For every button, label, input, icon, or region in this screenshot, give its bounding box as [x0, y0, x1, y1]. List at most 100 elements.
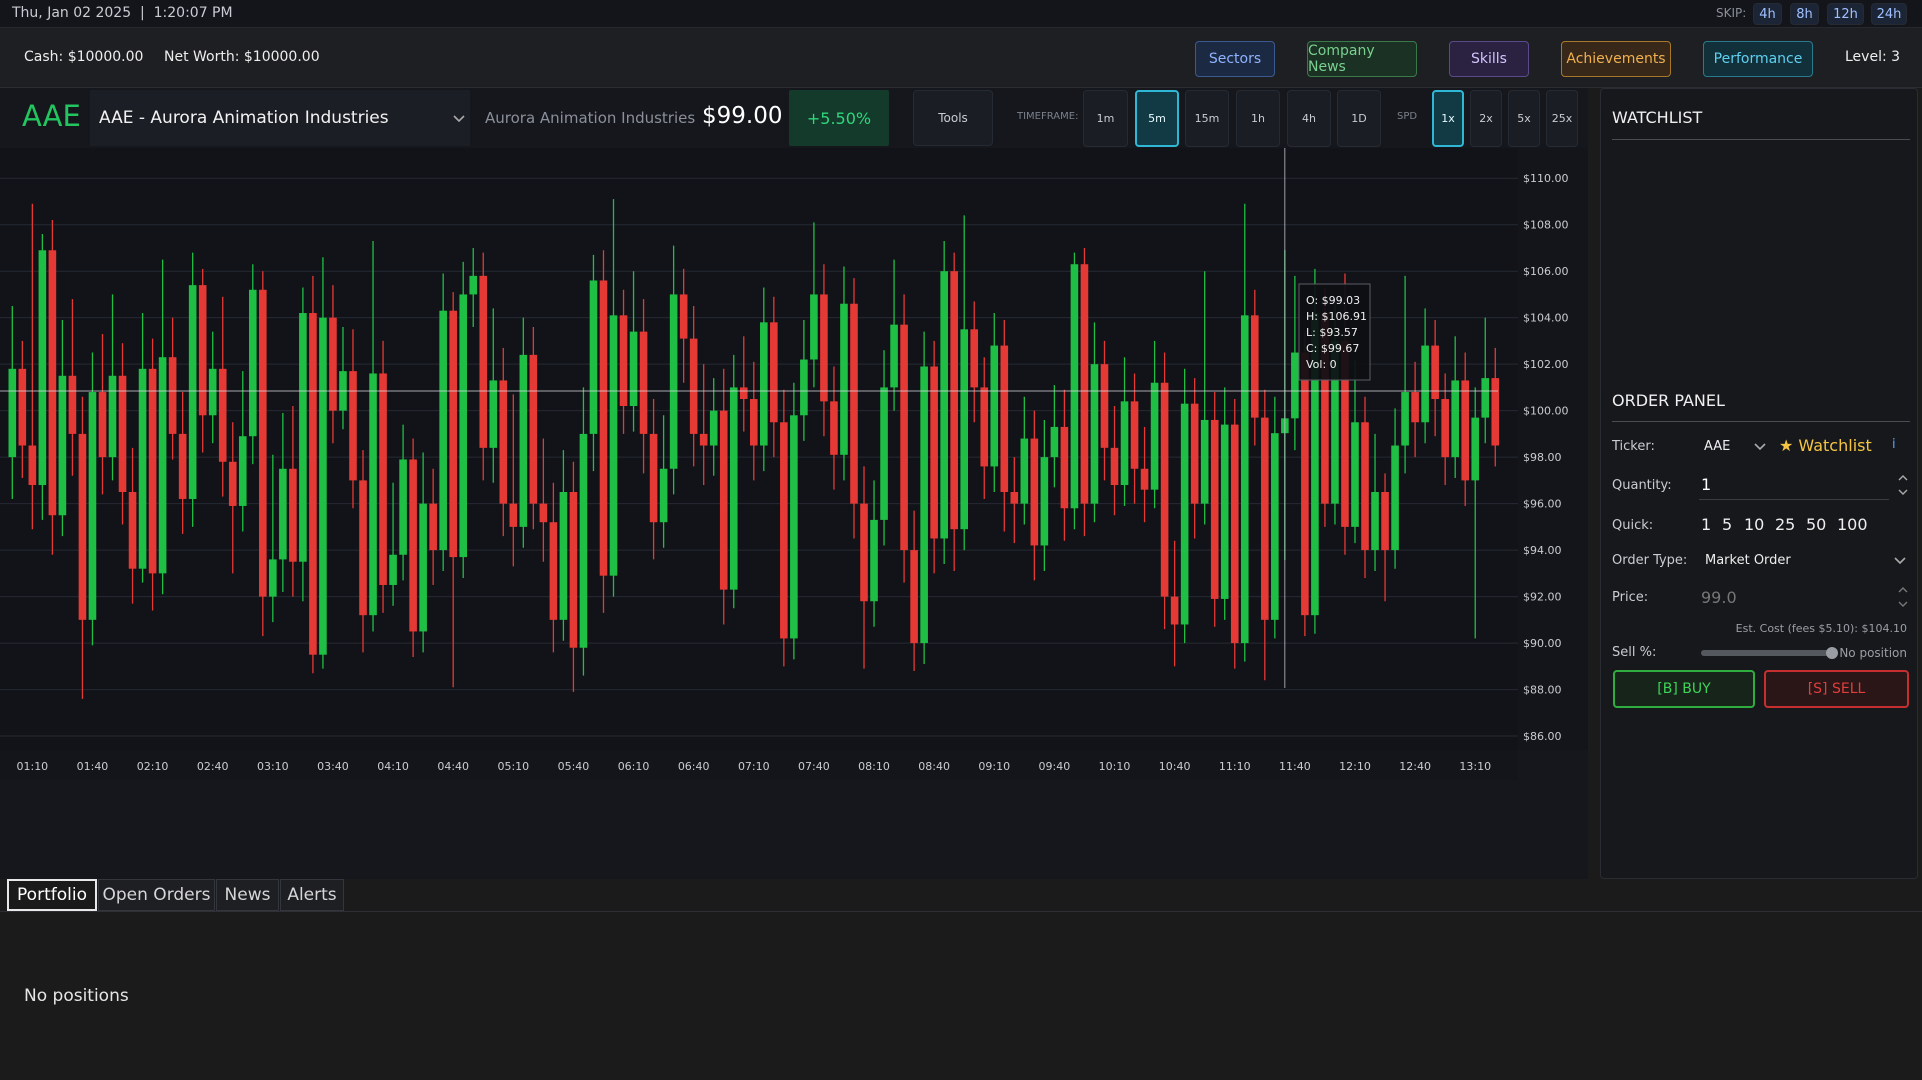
tab[interactable]: Alerts [280, 879, 344, 911]
time-axis-background [0, 750, 1518, 780]
nav-button[interactable]: Skills [1449, 41, 1529, 77]
timeframe-button[interactable]: 15m [1185, 90, 1229, 147]
price-input[interactable]: 99.0 [1701, 588, 1737, 607]
skip-button[interactable]: 4h [1753, 3, 1782, 25]
selector-text: AAE - Aurora Animation Industries [99, 108, 389, 128]
y-tick-label: $98.00 [1523, 451, 1562, 464]
tooltip-box [1298, 283, 1371, 381]
x-tick-label: 02:40 [197, 760, 229, 773]
candle-body [1050, 426, 1059, 458]
spinner[interactable] [1897, 585, 1909, 611]
tools-button[interactable]: Tools [913, 90, 993, 146]
x-tick-label: 05:10 [497, 760, 529, 773]
tab[interactable]: Portfolio [7, 879, 97, 911]
y-tick-label: $106.00 [1523, 265, 1569, 278]
timeframe-label: TIMEFRAME: [1017, 111, 1079, 122]
speed-button[interactable]: 25x [1546, 90, 1578, 147]
speed-button[interactable]: 1x [1432, 90, 1464, 147]
candle-body [369, 373, 377, 616]
candle-body [749, 399, 758, 446]
candle-body [419, 503, 427, 632]
candle-body [1020, 438, 1029, 504]
price-axis-background [1518, 148, 1588, 750]
candle-body [1421, 345, 1429, 423]
candle-body [1040, 457, 1049, 546]
sell-slider[interactable] [1701, 650, 1836, 656]
candle-body [208, 368, 217, 416]
candle-body [128, 492, 137, 569]
tab[interactable]: Open Orders [98, 879, 215, 911]
candle-body [1000, 345, 1009, 492]
watchlist-toggle[interactable]: ★ Watchlist [1779, 436, 1872, 455]
divider [1612, 421, 1910, 422]
candle-body [58, 375, 67, 516]
quick-label: Quick: [1612, 518, 1654, 533]
order-title: ORDER PANEL [1612, 391, 1725, 410]
candle-body [18, 368, 27, 446]
order-type-select[interactable]: Market Order [1705, 553, 1791, 568]
info[interactable]: i [1892, 437, 1896, 452]
candle-body [609, 315, 618, 576]
sell-button[interactable]: [S] SELL [1764, 670, 1909, 708]
est-cost: Est. Cost (fees $5.10): $104.10 [1735, 622, 1907, 635]
candle-body [1471, 417, 1480, 481]
timeframe-button[interactable]: 1m [1083, 90, 1128, 147]
quantity-input[interactable]: 1 [1701, 475, 1712, 494]
candle-body [559, 492, 568, 620]
timeframe-button[interactable]: 4h [1287, 90, 1331, 147]
candle-body [659, 468, 668, 523]
quick-amount[interactable]: 100 [1837, 515, 1868, 534]
y-tick-label: $94.00 [1523, 544, 1562, 557]
candle-body [529, 354, 538, 504]
ticker-value[interactable]: AAE [1704, 439, 1731, 454]
candle-body [98, 392, 107, 458]
tab[interactable]: News [216, 879, 279, 911]
tooltip-line: L: $93.57 [1306, 326, 1358, 339]
candle-body [729, 387, 738, 590]
tooltip: O: $99.03 H: $106.91 L: $93.57 C: $99.67 Vol… [1298, 283, 1371, 381]
candle-body [790, 415, 798, 639]
candle-body [1371, 492, 1379, 551]
timeframe-button[interactable]: 1h [1236, 90, 1280, 147]
y-tick-label: $86.00 [1523, 730, 1562, 743]
timeframe-button[interactable]: 1D [1337, 90, 1381, 147]
skip-button[interactable]: 8h [1790, 3, 1819, 25]
x-tick-label: 11:40 [1279, 760, 1311, 773]
candle-body [970, 329, 979, 388]
slider-thumb[interactable] [1826, 647, 1838, 659]
quick-amount[interactable]: 50 [1806, 515, 1827, 534]
speed-button[interactable]: 5x [1508, 90, 1540, 147]
quick-amount[interactable]: 1 [1701, 515, 1712, 534]
quick-amount[interactable]: 10 [1744, 515, 1765, 534]
plot-background [0, 148, 1518, 750]
candle-body [319, 317, 327, 655]
nav-button[interactable]: Company News [1307, 41, 1417, 77]
candle-body [459, 294, 468, 558]
candle-body [108, 375, 117, 458]
skip-button[interactable]: 12h [1827, 3, 1864, 25]
candle-body [599, 280, 608, 576]
quick-amount[interactable]: 25 [1775, 515, 1796, 534]
candle-body [1210, 419, 1219, 599]
chevron [453, 115, 465, 123]
candle-body [539, 503, 548, 523]
nav-button[interactable]: Sectors [1195, 41, 1275, 77]
timeframe-button[interactable]: 5m [1135, 90, 1179, 147]
nav-button[interactable]: Achievements [1561, 41, 1671, 77]
nav-button[interactable]: Performance [1703, 41, 1813, 77]
speed-button[interactable]: 2x [1470, 90, 1502, 147]
quick-amount[interactable]: 5 [1722, 515, 1733, 534]
y-tick-label: $104.00 [1523, 312, 1569, 325]
skip-button[interactable]: 24h [1871, 3, 1907, 25]
candle-body [569, 492, 578, 648]
buy-button[interactable]: [B] BUY [1613, 670, 1755, 708]
company-name: Aurora Animation Industries [485, 109, 696, 127]
x-tick-label: 05:40 [558, 760, 590, 773]
spinner[interactable] [1897, 473, 1909, 499]
tooltip-line: H: $106.91 [1306, 310, 1367, 323]
portfolio-panel: No positions [0, 911, 1922, 1080]
candle-body [1240, 315, 1249, 644]
candle-body [1411, 392, 1419, 423]
ticker-selector[interactable]: AAE - Aurora Animation Industries [90, 90, 470, 146]
